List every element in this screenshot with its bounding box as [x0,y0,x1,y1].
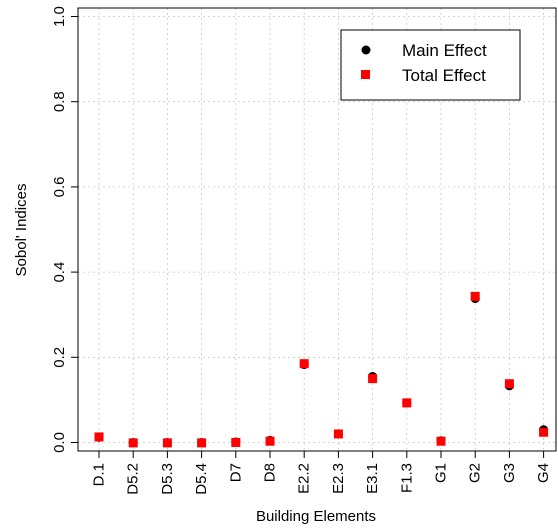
y-tick-label: 0.6 [51,176,68,197]
y-axis-label: Sobol' Indices [13,184,30,277]
point-total-effect [436,436,446,446]
y-tick-label: 0.4 [51,262,68,283]
point-total-effect [128,438,138,448]
x-tick-label: G1 [433,463,450,483]
point-total-effect [265,436,275,446]
x-tick-label: E3.1 [364,463,381,494]
x-tick-label: D.1 [91,463,108,486]
legend-main-effect-label: Main Effect [402,41,487,60]
y-tick-label: 0.8 [51,91,68,112]
legend-total-effect-marker [361,70,370,79]
point-total-effect [299,359,309,369]
y-tick-label: 0.0 [51,432,68,453]
y-tick-label: 1.0 [51,6,68,27]
legend-main-effect-marker [361,45,371,55]
x-axis-label: Building Elements [256,508,376,525]
x-tick-label: G3 [501,463,518,483]
point-total-effect [504,379,514,389]
point-total-effect [333,429,343,439]
y-axis: 0.0 0.2 0.4 0.6 0.8 1.0 [51,6,78,453]
point-total-effect [402,398,412,408]
x-tick-label: F1.3 [398,463,415,493]
x-tick-label: G2 [467,463,484,483]
point-total-effect [197,438,207,448]
y-tick-label: 0.2 [51,347,68,368]
x-axis: D.1 D5.2 D5.3 D5.4 D7 D8 E2.2 E2.3 E3.1 F1.3 G1 G2 G… [91,451,552,495]
point-total-effect [368,374,378,384]
plot-frame [77,7,557,452]
x-tick-label: D7 [227,463,244,482]
x-tick-label: D8 [262,463,279,482]
point-total-effect [539,427,549,437]
point-total-effect [470,291,480,301]
x-tick-label: G4 [535,463,552,483]
point-total-effect [231,437,241,447]
x-tick-label: E2.3 [330,463,347,494]
legend-total-effect-label: Total Effect [402,66,486,85]
point-total-effect [162,438,172,448]
x-tick-label: D5.4 [193,463,210,495]
grid-lines [78,8,556,451]
x-tick-label: E2.2 [296,463,313,494]
data-points [94,291,549,448]
x-tick-label: D5.3 [159,463,176,495]
legend: Main Effect Total Effect [340,29,521,101]
point-total-effect [94,432,104,442]
x-tick-label: D5.2 [125,463,142,495]
legend-box [340,29,521,101]
